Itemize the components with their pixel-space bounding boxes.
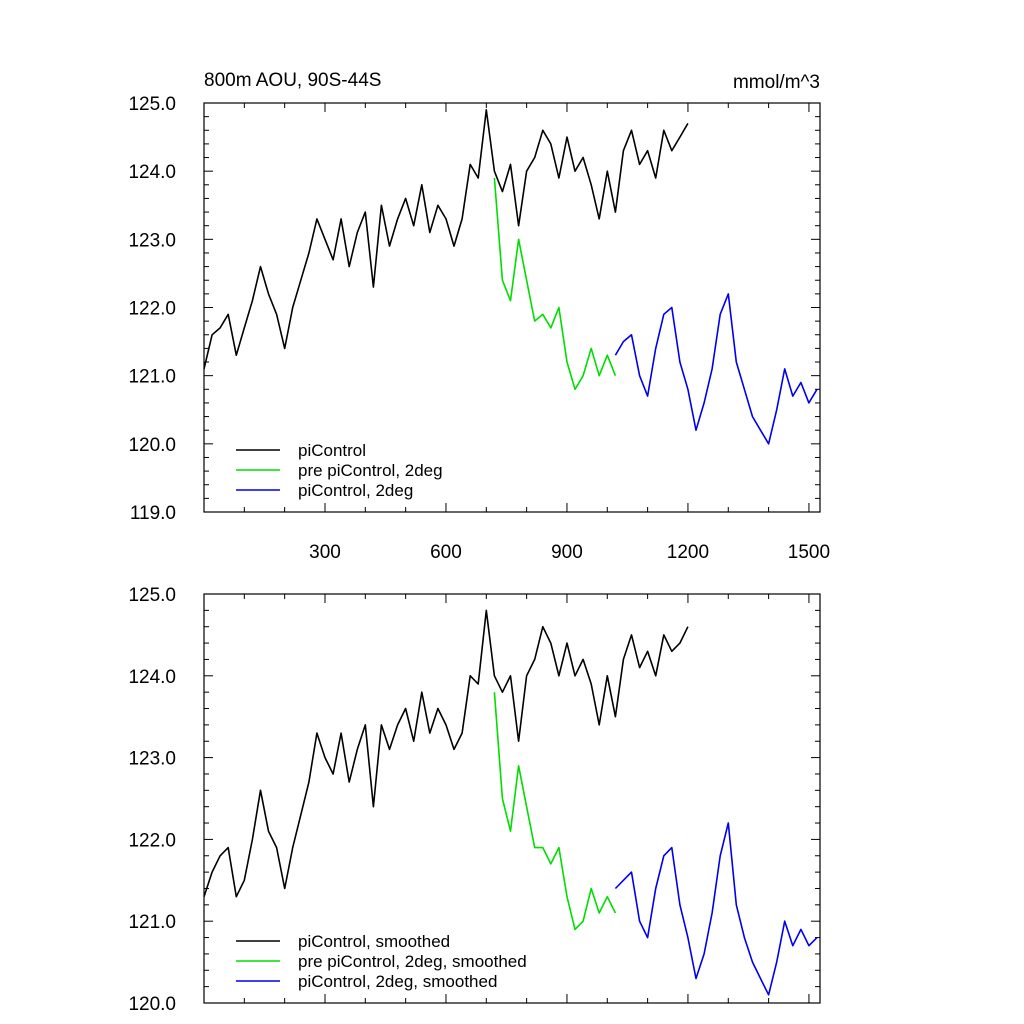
series-line [204,109,689,370]
plot-frame [203,593,821,1004]
y-tick-label: 124.0 [128,162,176,183]
y-tick-label: 120.0 [128,994,176,1015]
x-tick-label: 300 [309,542,341,563]
x-tick-label: 1500 [788,542,830,563]
y-tick-label: 121.0 [128,912,176,933]
plot-frame [203,102,821,513]
legend-label: piControl, 2deg, smoothed [298,972,497,991]
y-tick-label: 123.0 [128,230,176,251]
x-tick-label: 1200 [667,542,709,563]
legend-label: piControl [298,441,366,460]
bottom-panel: 120.0 121.0 122.0 123.0 124.0 125.0 piControl,… [128,585,821,1015]
y-tick-label: 119.0 [130,503,176,524]
y-tick-label: 125.0 [128,585,176,606]
x-tick-label: 900 [551,542,583,563]
series-line [614,822,818,996]
series-line [204,609,689,898]
y-tick-label: 120.0 [128,435,176,456]
y-tick-label: 123.0 [128,749,176,770]
y-tick-label: 122.0 [128,830,176,851]
y-tick-label: 121.0 [128,367,176,388]
legend-label: piControl, 2deg [298,481,413,500]
x-tick-label: 600 [430,542,462,563]
y-tick-label: 125.0 [128,94,176,115]
y-tick-label: 122.0 [128,299,176,320]
series-line [614,293,818,445]
chart-units-label: mmol/m^3 [733,72,820,93]
top-panel: 119.0 120.0 121.0 122.0 123.0 124.0 125.0 300 60… [128,94,830,563]
y-tick-label: 124.0 [128,667,176,688]
legend-label: pre piControl, 2deg, smoothed [298,952,527,971]
chart-title-left: 800m AOU, 90S-44S [204,70,381,91]
series-line [493,177,617,391]
legend-label: pre piControl, 2deg [298,461,443,480]
legend-label: piControl, smoothed [298,932,450,951]
series-line [493,692,617,931]
